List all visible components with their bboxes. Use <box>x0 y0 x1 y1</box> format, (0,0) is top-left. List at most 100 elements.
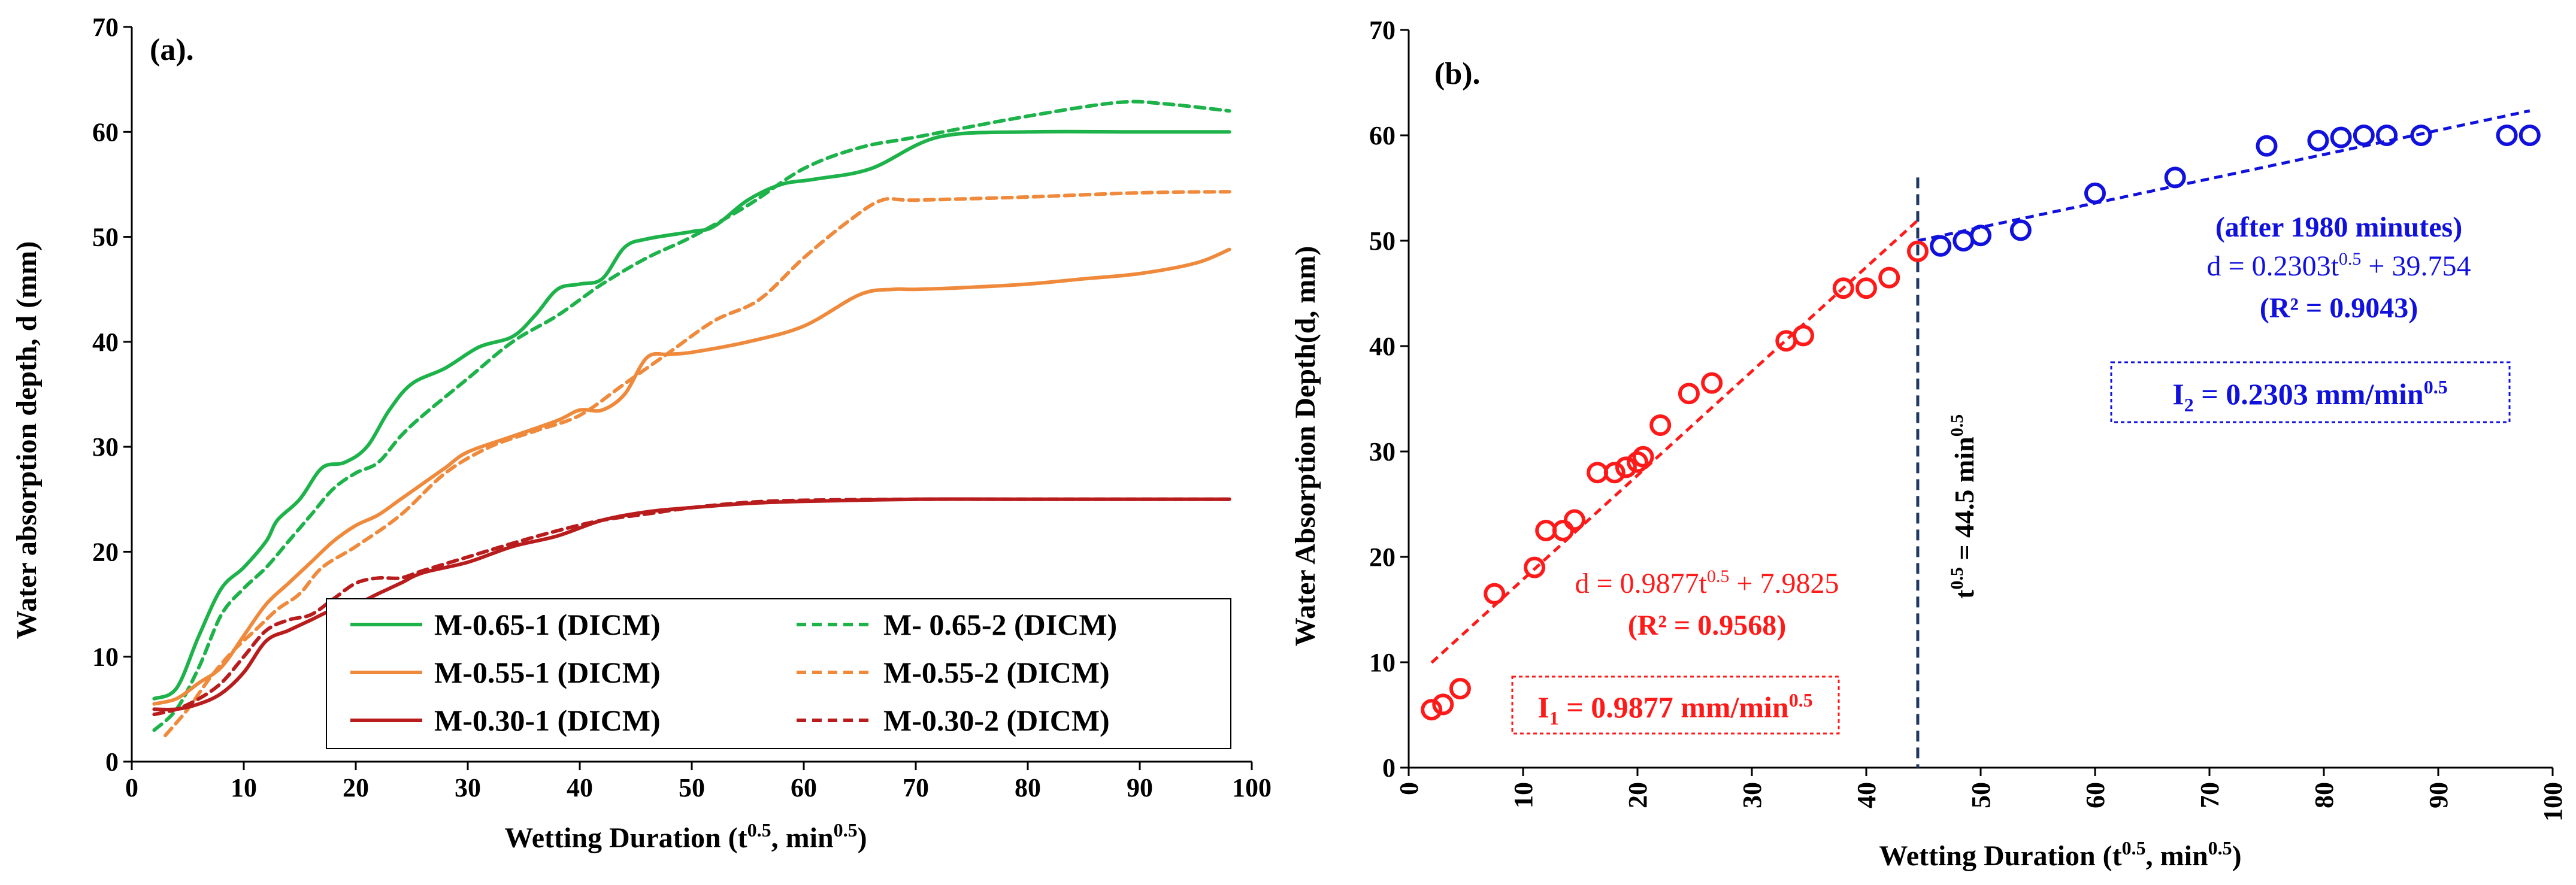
point-before <box>1535 520 1557 541</box>
y-tick-label: 0 <box>1382 753 1396 783</box>
point-before <box>1615 456 1637 478</box>
panel-a-series <box>152 99 1231 738</box>
legend-label-m055-2: M-0.55-2 (DICM) <box>883 656 1110 689</box>
y-tick-label: 40 <box>92 328 119 357</box>
point-before <box>1632 445 1654 468</box>
rate-2-label: I2 = 0.2303 mm/min0.5 <box>2172 376 2448 416</box>
legend-label-m030-1: M-0.30-1 (DICM) <box>434 704 661 737</box>
panel-a-x-axis-title: Wetting Duration (t0.5, min0.5) <box>504 819 867 854</box>
point-after <box>2330 126 2352 148</box>
x-tick-label: 60 <box>2081 782 2110 808</box>
x-tick-label: 20 <box>343 773 369 802</box>
y-tick-label: 10 <box>92 642 119 672</box>
panel-a-axes: 0 10 20 30 40 50 60 70 0 10 20 30 40 50 60 70 80 90 100 <box>92 13 1272 802</box>
x-tick-label: 80 <box>2309 782 2339 808</box>
y-tick-label: 50 <box>92 223 119 252</box>
point-before <box>1524 556 1546 578</box>
x-tick-label: 50 <box>679 773 705 802</box>
fit-1-equation: d = 0.9877t0.5 + 7.9825 <box>1575 566 1839 599</box>
rate-1-label: I1 = 0.9877 mm/min0.5 <box>1537 689 1813 729</box>
point-after <box>2353 125 2375 146</box>
y-tick-label: 50 <box>1369 226 1396 256</box>
fit-1-r2: (R² = 0.9568) <box>1628 610 1786 641</box>
point-before <box>1649 414 1672 436</box>
point-before <box>1484 583 1506 605</box>
divider-label: t0.5 = 44.5 min0.5 <box>1947 414 1979 599</box>
series-line-m-0-55-2-dicm- <box>164 190 1231 738</box>
y-tick-label: 0 <box>105 747 119 777</box>
x-tick-label: 90 <box>1127 773 1153 802</box>
x-tick-label: 0 <box>125 773 138 802</box>
y-tick-label: 70 <box>92 13 119 42</box>
point-after <box>2376 125 2398 146</box>
rate-1-box <box>1511 675 1840 735</box>
panel-b-y-axis-title: Water Absorption Depth(d, mm) <box>1289 246 1321 646</box>
point-before <box>1587 462 1609 484</box>
x-tick-label: 20 <box>1623 782 1652 808</box>
point-before <box>1421 699 1443 721</box>
x-tick-label: 40 <box>1852 782 1881 808</box>
x-tick-label: 40 <box>567 773 593 802</box>
x-tick-label: 80 <box>1015 773 1041 802</box>
point-before <box>1701 372 1723 394</box>
point-after <box>2084 182 2106 204</box>
legend-label-m055-1: M-0.55-1 (DICM) <box>434 656 661 689</box>
point-before <box>1678 383 1700 405</box>
y-tick-label: 60 <box>1369 121 1396 150</box>
x-tick-label: 0 <box>1394 782 1424 795</box>
y-tick-label: 10 <box>1369 648 1396 677</box>
y-tick-label: 40 <box>1369 332 1396 361</box>
fit-2-equation: d = 0.2303t0.5 + 39.754 <box>2207 249 2471 282</box>
panel-b-x-axis-title: Wetting Duration (t0.5, min0.5) <box>1879 837 2241 872</box>
series-line-m-0-65-2-dicm- <box>152 99 1231 732</box>
fit-2-r2: (R² = 0.9043) <box>2260 292 2418 324</box>
point-before <box>1832 277 1854 299</box>
point-before <box>1855 277 1877 299</box>
point-after <box>1930 235 1952 257</box>
point-after <box>1953 230 1975 251</box>
x-tick-label: 30 <box>455 773 481 802</box>
y-tick-label: 20 <box>1369 542 1396 572</box>
point-before <box>1432 693 1454 716</box>
legend-box <box>326 598 1231 749</box>
panel-b-points <box>1421 125 2541 721</box>
x-tick-label: 10 <box>1509 782 1538 808</box>
point-after <box>2519 125 2541 146</box>
point-before <box>1906 240 1929 262</box>
x-tick-label: 70 <box>903 773 929 802</box>
point-before <box>1603 462 1625 484</box>
point-after <box>2164 166 2186 189</box>
y-tick-label: 30 <box>92 432 119 462</box>
point-before <box>1449 678 1471 699</box>
x-tick-label: 70 <box>2195 782 2224 808</box>
x-tick-label: 60 <box>791 773 817 802</box>
point-before <box>1775 330 1797 352</box>
x-tick-label: 90 <box>2424 782 2453 808</box>
legend-label-m065-1: M-0.65-1 (DICM) <box>434 608 661 641</box>
after-note: (after 1980 minutes) <box>2215 211 2462 243</box>
panel-b: 0 10 20 30 40 50 60 70 0 10 20 30 40 50 60 70 80 90 100 (b… <box>1289 16 2568 872</box>
panel-b-axes: 0 10 20 30 40 50 60 70 0 10 20 30 40 50 60 70 80 90 100 <box>1369 16 2568 822</box>
panel-a: 0 10 20 30 40 50 60 70 0 10 20 30 40 50 60 70 80 90 100 (a… <box>11 13 1272 854</box>
point-after <box>2410 125 2432 146</box>
point-after <box>2009 219 2032 241</box>
y-tick-label: 20 <box>92 537 119 566</box>
point-before <box>1792 325 1814 347</box>
y-tick-label: 30 <box>1369 437 1396 466</box>
panel-b-label: (b). <box>1434 57 1481 91</box>
point-before <box>1552 520 1574 541</box>
panel-a-label: (a). <box>150 33 194 67</box>
point-before <box>1563 509 1585 531</box>
x-tick-label: 50 <box>1966 782 1996 808</box>
point-after <box>2496 125 2518 146</box>
panel-a-y-axis-title: Water absorption depth, d (mm) <box>11 241 43 639</box>
y-tick-label: 70 <box>1369 16 1396 45</box>
x-tick-label: 100 <box>2538 782 2568 822</box>
series-line-m-0-55-1-dicm- <box>152 247 1231 706</box>
trendline-fit-2 <box>1917 109 2530 243</box>
x-tick-label: 10 <box>231 773 257 802</box>
legend-label-m065-2: M- 0.65-2 (DICM) <box>883 608 1117 641</box>
y-tick-label: 60 <box>92 117 119 147</box>
x-tick-label: 100 <box>1232 773 1272 802</box>
